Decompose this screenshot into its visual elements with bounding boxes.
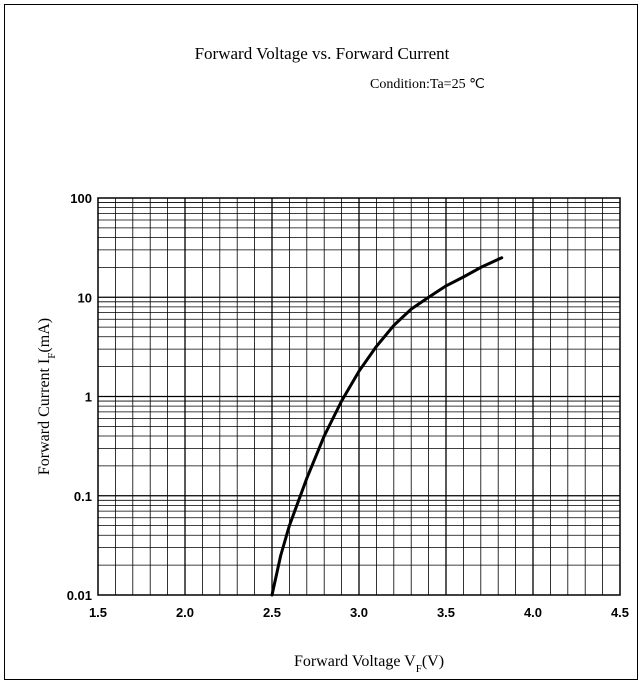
chart-frame — [4, 4, 638, 680]
y-tick-label: 100 — [70, 191, 92, 206]
y-tick-label: 0.1 — [74, 489, 92, 504]
y-tick-label: 0.01 — [67, 588, 92, 603]
x-tick-label: 2.0 — [176, 605, 194, 620]
x-axis-label-text: Forward Voltage V — [294, 653, 416, 670]
x-axis-label: Forward Voltage VF(V) — [294, 653, 444, 675]
plot-border — [97, 197, 621, 596]
y-tick-label: 10 — [78, 290, 92, 305]
y-axis-label-sub: F — [46, 353, 58, 359]
x-tick-label: 3.0 — [350, 605, 368, 620]
x-tick-label: 4.5 — [611, 605, 629, 620]
x-tick-labels: 1.5 2.0 2.5 3.0 3.5 4.0 4.5 — [89, 605, 629, 620]
x-axis-label-unit: (V) — [422, 653, 444, 670]
forward-current-curve — [270, 256, 504, 597]
y-tick-labels: 100 10 1 0.1 0.01 — [67, 191, 92, 603]
x-axis-label-sub: F — [416, 663, 422, 675]
x-tick-label: 2.5 — [263, 605, 281, 620]
y-axis-label-text: Forward Current I — [36, 359, 53, 475]
chart-condition: Condition:Ta=25 ℃ — [370, 77, 485, 92]
y-axis-label-unit: (mA) — [36, 318, 53, 353]
y-tick-label: 1 — [85, 390, 92, 405]
y-axis-label: Forward Current IF(mA) — [36, 318, 58, 475]
grid-major — [98, 198, 620, 595]
x-tick-label: 3.5 — [437, 605, 455, 620]
x-tick-label: 4.0 — [524, 605, 542, 620]
x-tick-label: 1.5 — [89, 605, 107, 620]
chart-title: Forward Voltage vs. Forward Current — [194, 44, 450, 63]
